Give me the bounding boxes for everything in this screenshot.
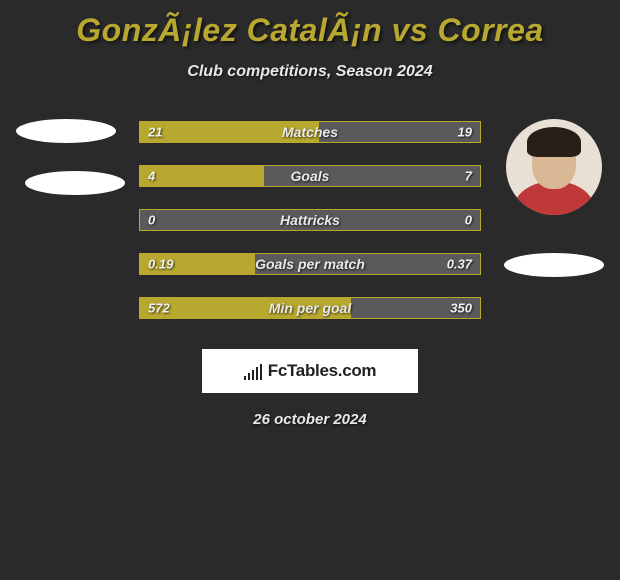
stat-bar-fill xyxy=(140,166,264,186)
stat-value-left: 572 xyxy=(148,301,170,316)
comparison-infographic: GonzÃ¡lez CatalÃ¡n vs Correa Club compet… xyxy=(0,0,620,428)
player-left-avatar-placeholder xyxy=(16,119,116,143)
stat-value-right: 0.37 xyxy=(447,257,472,272)
stat-value-right: 350 xyxy=(450,301,472,316)
subtitle: Club competitions, Season 2024 xyxy=(0,63,620,81)
player-right-col xyxy=(499,119,609,277)
stat-label: Hattricks xyxy=(280,212,340,228)
stat-value-left: 0.19 xyxy=(148,257,173,272)
stat-bar-hattricks: 0 Hattricks 0 xyxy=(139,209,481,231)
source-logo: FcTables.com xyxy=(202,349,418,393)
fctables-icon xyxy=(244,362,264,380)
stat-value-left: 21 xyxy=(148,125,162,140)
stat-label: Goals per match xyxy=(255,256,365,272)
player-right-avatar xyxy=(506,119,602,215)
stat-bar-goals: 4 Goals 7 xyxy=(139,165,481,187)
stat-label: Matches xyxy=(282,124,338,140)
stat-bar-gpm: 0.19 Goals per match 0.37 xyxy=(139,253,481,275)
player-right-badge-placeholder xyxy=(504,253,604,277)
stat-bar-mpg: 572 Min per goal 350 xyxy=(139,297,481,319)
stat-bars: 21 Matches 19 4 Goals 7 0 Hattricks 0 0.19 Goals p… xyxy=(139,119,481,319)
stat-value-left: 4 xyxy=(148,169,155,184)
date-text: 26 october 2024 xyxy=(0,411,620,428)
player-left-col xyxy=(11,119,121,195)
stat-value-right: 19 xyxy=(458,125,472,140)
stat-value-right: 0 xyxy=(465,213,472,228)
stat-value-right: 7 xyxy=(465,169,472,184)
player-left-badge-placeholder xyxy=(25,171,125,195)
stat-value-left: 0 xyxy=(148,213,155,228)
avatar-hair xyxy=(527,127,581,157)
page-title: GonzÃ¡lez CatalÃ¡n vs Correa xyxy=(0,12,620,49)
logo-text: FcTables.com xyxy=(268,361,377,381)
stat-label: Goals xyxy=(291,168,330,184)
stat-label: Min per goal xyxy=(269,300,351,316)
comparison-row: 21 Matches 19 4 Goals 7 0 Hattricks 0 0.19 Goals p… xyxy=(0,119,620,319)
stat-bar-matches: 21 Matches 19 xyxy=(139,121,481,143)
